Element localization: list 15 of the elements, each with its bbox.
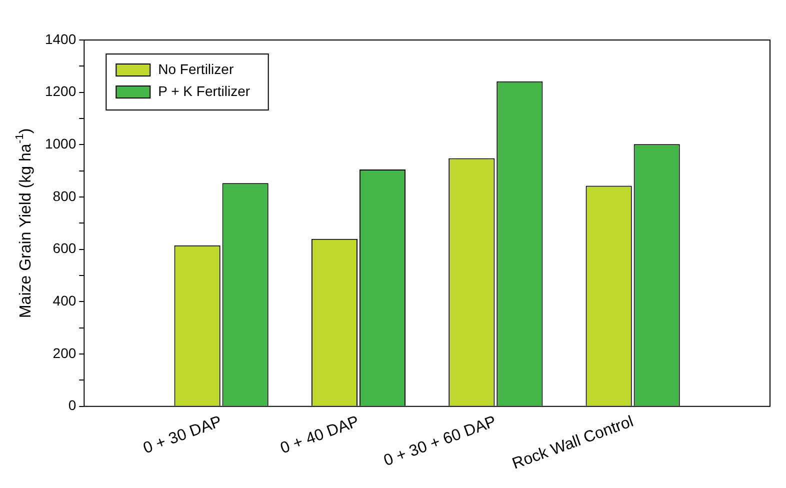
y-tick-label: 0 [68, 397, 76, 414]
y-tick-label: 400 [52, 292, 76, 309]
y-tick-label: 800 [52, 188, 76, 204]
y-tick-label: 1000 [44, 136, 76, 152]
x-tick-label: 0 + 30 + 60 DAP [382, 413, 499, 470]
x-tick-label: 0 + 30 DAP [141, 413, 224, 458]
legend-label: P + K Fertilizer [158, 82, 250, 99]
legend-label: No Fertilizer [158, 60, 234, 77]
y-tick-label: 1400 [44, 30, 76, 47]
x-tick-label: Rock Wall Control [510, 413, 636, 473]
y-tick-label: 1200 [44, 83, 76, 100]
y-tick-label: 600 [52, 240, 76, 256]
y-tick-label: 200 [52, 344, 76, 361]
x-tick-label: 0 + 40 DAP [278, 413, 362, 458]
y-axis-title: Maize Grain Yield (kg ha-1) [14, 128, 34, 318]
